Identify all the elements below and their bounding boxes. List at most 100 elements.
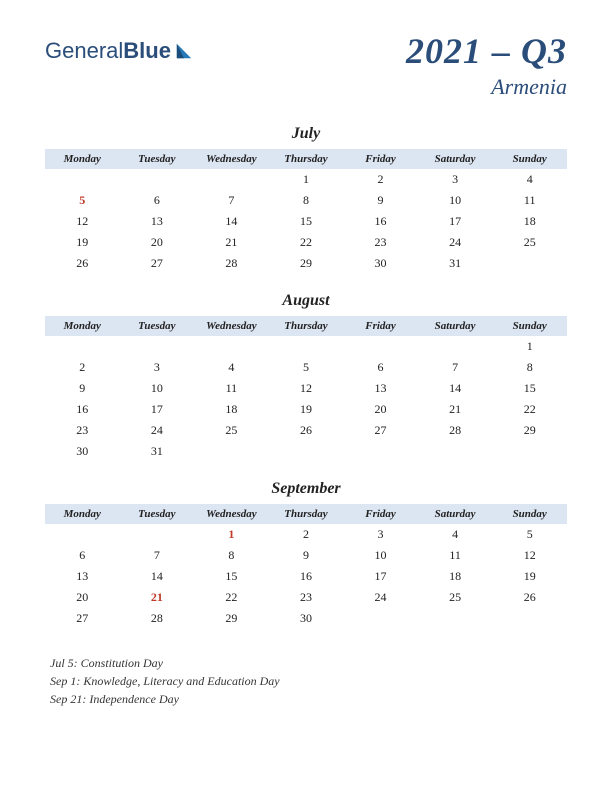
calendar-cell: 23 — [269, 587, 344, 608]
calendar-cell: 25 — [418, 587, 493, 608]
calendar-cell: 23 — [45, 420, 120, 441]
calendar-cell: 9 — [269, 545, 344, 566]
calendar-row: 3031 — [45, 441, 567, 462]
months-container: JulyMondayTuesdayWednesdayThursdayFriday… — [45, 125, 567, 629]
day-header: Thursday — [269, 149, 344, 169]
calendar-row: 2345678 — [45, 357, 567, 378]
calendar-cell: 4 — [492, 169, 567, 190]
calendar-cell: 26 — [492, 587, 567, 608]
calendar-cell: 25 — [194, 420, 269, 441]
day-header: Saturday — [418, 316, 493, 336]
month-block: SeptemberMondayTuesdayWednesdayThursdayF… — [45, 480, 567, 629]
calendar-row: 1 — [45, 336, 567, 357]
day-header: Wednesday — [194, 316, 269, 336]
calendar-cell — [120, 169, 195, 190]
calendar-cell: 30 — [269, 608, 344, 629]
day-header: Monday — [45, 316, 120, 336]
calendar-cell: 17 — [343, 566, 418, 587]
day-header: Monday — [45, 504, 120, 524]
calendar-cell: 21 — [120, 587, 195, 608]
title-sub: Armenia — [406, 74, 567, 100]
logo-text-2: Blue — [123, 38, 171, 63]
calendar-cell: 10 — [343, 545, 418, 566]
month-block: JulyMondayTuesdayWednesdayThursdayFriday… — [45, 125, 567, 274]
calendar-cell: 4 — [418, 524, 493, 545]
calendar-cell — [45, 524, 120, 545]
calendar-cell: 22 — [194, 587, 269, 608]
day-header: Monday — [45, 149, 120, 169]
calendar-cell — [343, 608, 418, 629]
calendar-cell: 11 — [492, 190, 567, 211]
day-header: Thursday — [269, 504, 344, 524]
calendar-cell: 20 — [120, 232, 195, 253]
calendar-row: 262728293031 — [45, 253, 567, 274]
header: GeneralBlue 2021 – Q3 Armenia — [45, 30, 567, 100]
calendar-cell — [120, 336, 195, 357]
calendar-row: 23242526272829 — [45, 420, 567, 441]
calendar-cell — [269, 336, 344, 357]
calendar-cell: 27 — [120, 253, 195, 274]
calendar-cell — [492, 441, 567, 462]
calendar-row: 19202122232425 — [45, 232, 567, 253]
calendar-cell: 3 — [418, 169, 493, 190]
calendar-cell: 8 — [492, 357, 567, 378]
calendar-cell — [492, 608, 567, 629]
calendar-cell: 1 — [269, 169, 344, 190]
calendar-cell — [194, 336, 269, 357]
calendar-cell — [418, 441, 493, 462]
calendar-cell: 7 — [120, 545, 195, 566]
calendar-cell: 9 — [343, 190, 418, 211]
calendar-cell: 15 — [269, 211, 344, 232]
calendar-cell: 30 — [343, 253, 418, 274]
calendar-cell: 5 — [45, 190, 120, 211]
calendar-cell: 29 — [194, 608, 269, 629]
calendar-cell: 23 — [343, 232, 418, 253]
calendar-cell — [418, 608, 493, 629]
day-header: Tuesday — [120, 504, 195, 524]
calendar-cell: 29 — [492, 420, 567, 441]
day-header: Friday — [343, 149, 418, 169]
calendar-cell: 11 — [418, 545, 493, 566]
calendar-cell: 15 — [194, 566, 269, 587]
calendar-cell: 10 — [418, 190, 493, 211]
calendar-cell: 25 — [492, 232, 567, 253]
calendar-cell: 21 — [194, 232, 269, 253]
calendar-cell: 6 — [120, 190, 195, 211]
calendar-cell: 24 — [120, 420, 195, 441]
calendar-cell: 14 — [194, 211, 269, 232]
calendar-row: 9101112131415 — [45, 378, 567, 399]
calendar-cell: 27 — [343, 420, 418, 441]
calendar-cell: 29 — [269, 253, 344, 274]
logo-triangle-icon — [175, 42, 193, 60]
calendar-cell: 5 — [269, 357, 344, 378]
calendar-row: 27282930 — [45, 608, 567, 629]
calendar-row: 12131415161718 — [45, 211, 567, 232]
day-header: Friday — [343, 504, 418, 524]
calendar-table: MondayTuesdayWednesdayThursdayFridaySatu… — [45, 316, 567, 462]
calendar-cell: 6 — [45, 545, 120, 566]
calendar-cell: 2 — [45, 357, 120, 378]
calendar-cell: 18 — [492, 211, 567, 232]
calendar-cell: 13 — [120, 211, 195, 232]
calendar-cell: 21 — [418, 399, 493, 420]
holiday-item: Jul 5: Constitution Day — [50, 654, 567, 672]
calendar-cell: 7 — [418, 357, 493, 378]
calendar-cell: 2 — [269, 524, 344, 545]
calendar-cell: 26 — [269, 420, 344, 441]
day-header: Saturday — [418, 149, 493, 169]
day-header: Tuesday — [120, 316, 195, 336]
calendar-cell: 8 — [194, 545, 269, 566]
calendar-cell — [269, 441, 344, 462]
month-name: July — [45, 125, 567, 143]
calendar-row: 16171819202122 — [45, 399, 567, 420]
day-header: Sunday — [492, 316, 567, 336]
calendar-cell: 20 — [45, 587, 120, 608]
calendar-cell: 12 — [45, 211, 120, 232]
calendar-cell: 4 — [194, 357, 269, 378]
day-header: Wednesday — [194, 149, 269, 169]
calendar-cell — [120, 524, 195, 545]
calendar-cell — [343, 336, 418, 357]
calendar-cell: 1 — [492, 336, 567, 357]
calendar-cell: 14 — [418, 378, 493, 399]
calendar-cell: 1 — [194, 524, 269, 545]
